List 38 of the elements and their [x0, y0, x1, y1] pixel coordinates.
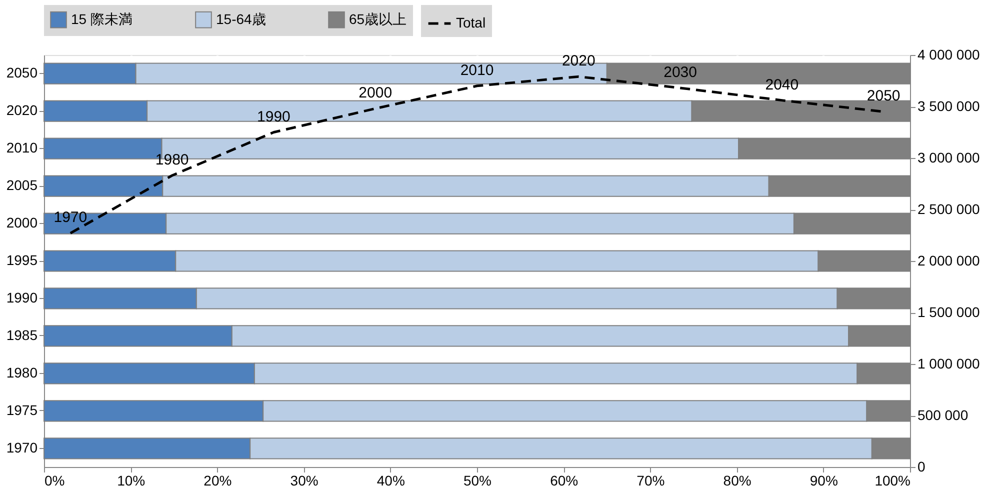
x-tick-label: 100% — [874, 472, 910, 488]
legend-label: Total — [456, 14, 486, 30]
x-tick-label: 80% — [723, 472, 752, 488]
x-tick-label: 10% — [117, 472, 146, 488]
y-tick-label: 1985 — [6, 326, 38, 343]
x-tick-label: 30% — [290, 472, 318, 488]
y-tick-label: 2 500 000 — [918, 201, 980, 217]
x-tick-label: 60% — [550, 472, 578, 488]
y-tick-label: 3 000 000 — [918, 150, 980, 166]
legend-label: 65歳以上 — [349, 10, 407, 27]
x-tick-label: 0% — [44, 472, 65, 488]
y-tick-label: 4 000 000 — [918, 46, 980, 62]
x-tick-label: 70% — [636, 472, 665, 488]
y-tick-label: 1990 — [6, 289, 38, 306]
y-tick-label: 1 000 000 — [918, 356, 980, 372]
y-tick-label: 2020 — [6, 102, 38, 118]
y-tick-label: 1 500 000 — [918, 304, 980, 320]
x-tick-label: 90% — [810, 472, 838, 488]
x-tick-label: 2040 — [765, 76, 799, 94]
y-tick-label: 2005 — [6, 177, 38, 194]
y-tick-label: 2000 — [6, 214, 38, 231]
y-tick-label: 1995 — [6, 252, 38, 268]
y-tick-label: 1980 — [6, 364, 38, 380]
x-tick-label: 40% — [376, 472, 405, 488]
x-tick-label: 20% — [204, 472, 232, 488]
y-tick-label: 0 — [918, 458, 926, 474]
x-tick-label: 2000 — [358, 84, 392, 102]
y-tick-label: 2 000 000 — [918, 252, 980, 268]
x-tick-label: 2010 — [460, 62, 494, 79]
legend-label: 15 際未満 — [71, 10, 132, 27]
x-tick-label: 50% — [463, 472, 492, 488]
y-tick-label: 2010 — [6, 140, 38, 156]
y-tick-label: 1975 — [6, 402, 38, 418]
y-tick-label: 500 000 — [918, 407, 968, 423]
x-tick-label: 2030 — [664, 64, 697, 81]
legend-label: 15-64歳 — [216, 10, 266, 27]
y-tick-label: 1970 — [6, 439, 38, 456]
y-tick-label: 3 500 000 — [918, 98, 980, 114]
